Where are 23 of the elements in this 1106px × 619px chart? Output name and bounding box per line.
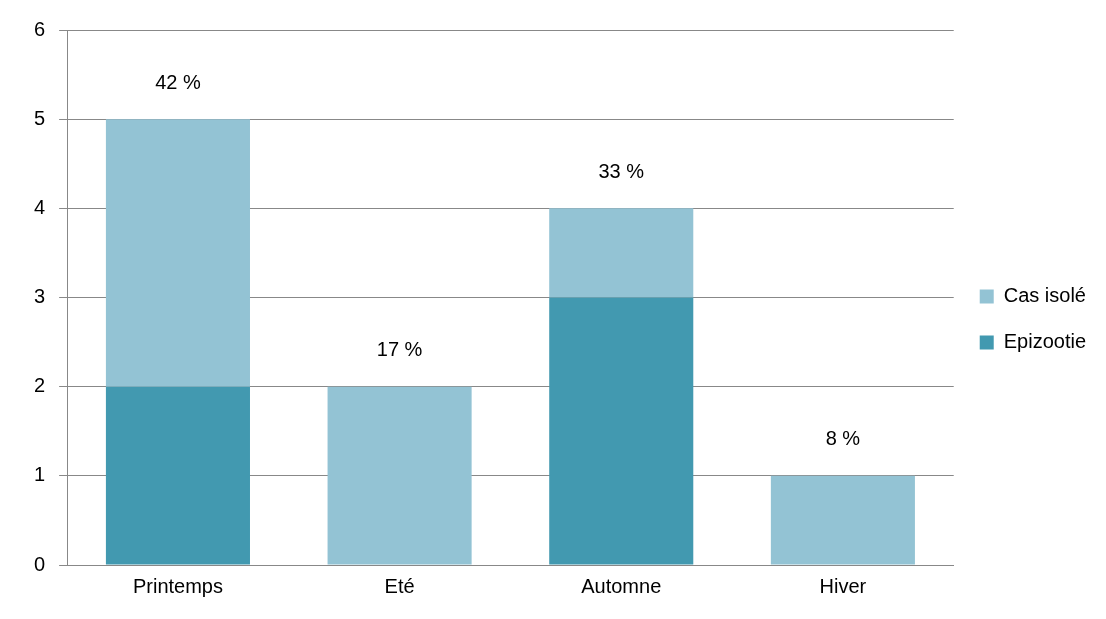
bar xyxy=(770,475,915,565)
annotation: 8 % xyxy=(825,427,861,450)
y-tick-label: 5 xyxy=(34,106,46,129)
annotation: 42 % xyxy=(155,70,201,93)
x-tick-label: Automne xyxy=(581,574,662,597)
y-tick-label: 1 xyxy=(34,463,46,486)
y-tick-label: 0 xyxy=(34,552,46,575)
legend-label: Cas isolé xyxy=(1003,284,1086,307)
y-tick-label: 6 xyxy=(34,17,46,40)
y-tick-label: 4 xyxy=(34,195,46,218)
annotation: 17 % xyxy=(376,338,423,361)
bar xyxy=(327,386,472,565)
x-tick-label: Eté xyxy=(384,574,415,597)
x-tick-label: Hiver xyxy=(819,574,867,597)
y-tick-label: 2 xyxy=(34,374,46,397)
bar xyxy=(105,386,250,565)
bar xyxy=(549,208,694,298)
legend-label: Epizootie xyxy=(1003,330,1087,353)
bar xyxy=(105,119,250,387)
bar xyxy=(549,297,694,565)
annotation: 33 % xyxy=(598,159,645,182)
x-tick-label: Printemps xyxy=(132,574,223,597)
y-tick-label: 3 xyxy=(34,285,46,308)
